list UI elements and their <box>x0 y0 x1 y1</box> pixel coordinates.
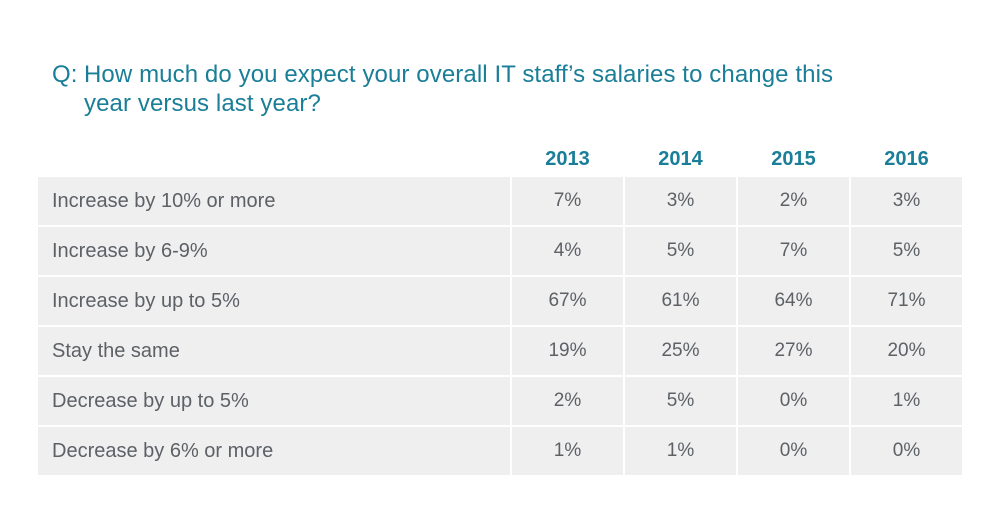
table-cell: 71% <box>851 277 962 325</box>
table-cell: 4% <box>512 227 623 275</box>
table-cell: 20% <box>851 327 962 375</box>
table-cell: 67% <box>512 277 623 325</box>
table-cell: 5% <box>625 227 736 275</box>
table-cell: 0% <box>738 377 849 425</box>
table-row: Increase by 6-9% 4% 5% 7% 5% <box>38 227 964 275</box>
question-prefix: Q: <box>52 61 78 88</box>
row-label: Decrease by up to 5% <box>38 377 510 425</box>
table-cell: 64% <box>738 277 849 325</box>
table-row: Decrease by up to 5% 2% 5% 0% 1% <box>38 377 964 425</box>
column-header: 2014 <box>658 148 703 170</box>
table-row: Decrease by 6% or more 1% 1% 0% 0% <box>38 427 964 475</box>
table-cell: 1% <box>851 377 962 425</box>
table-cell: 19% <box>512 327 623 375</box>
column-header: 2016 <box>884 148 929 170</box>
table-cell: 3% <box>851 177 962 225</box>
row-label: Decrease by 6% or more <box>38 427 510 475</box>
row-label: Stay the same <box>38 327 510 375</box>
table-row: Stay the same 19% 25% 27% 20% <box>38 327 964 375</box>
salary-change-table: 2013 2014 2015 2016 Increase by 10% or m… <box>38 142 964 477</box>
table-cell: 25% <box>625 327 736 375</box>
question-title: Q: How much do you expect your overall IT… <box>52 60 952 118</box>
table-cell: 7% <box>738 227 849 275</box>
table-cell: 0% <box>738 427 849 475</box>
table-cell: 2% <box>512 377 623 425</box>
table-cell: 61% <box>625 277 736 325</box>
table-header-row: 2013 2014 2015 2016 <box>38 142 964 177</box>
table-row: Increase by up to 5% 67% 61% 64% 71% <box>38 277 964 325</box>
table-cell: 5% <box>625 377 736 425</box>
table-cell: 7% <box>512 177 623 225</box>
table-cell: 3% <box>625 177 736 225</box>
table-cell: 27% <box>738 327 849 375</box>
column-header: 2013 <box>545 148 590 170</box>
table-cell: 5% <box>851 227 962 275</box>
row-label: Increase by 10% or more <box>38 177 510 225</box>
row-label: Increase by 6-9% <box>38 227 510 275</box>
row-label: Increase by up to 5% <box>38 277 510 325</box>
table-cell: 2% <box>738 177 849 225</box>
table-row: Increase by 10% or more 7% 3% 2% 3% <box>38 177 964 225</box>
column-header: 2015 <box>771 148 816 170</box>
table-cell: 0% <box>851 427 962 475</box>
table-cell: 1% <box>512 427 623 475</box>
table-cell: 1% <box>625 427 736 475</box>
question-line-1: How much do you expect your overall IT s… <box>84 61 834 88</box>
question-line-2: year versus last year? <box>84 90 321 117</box>
